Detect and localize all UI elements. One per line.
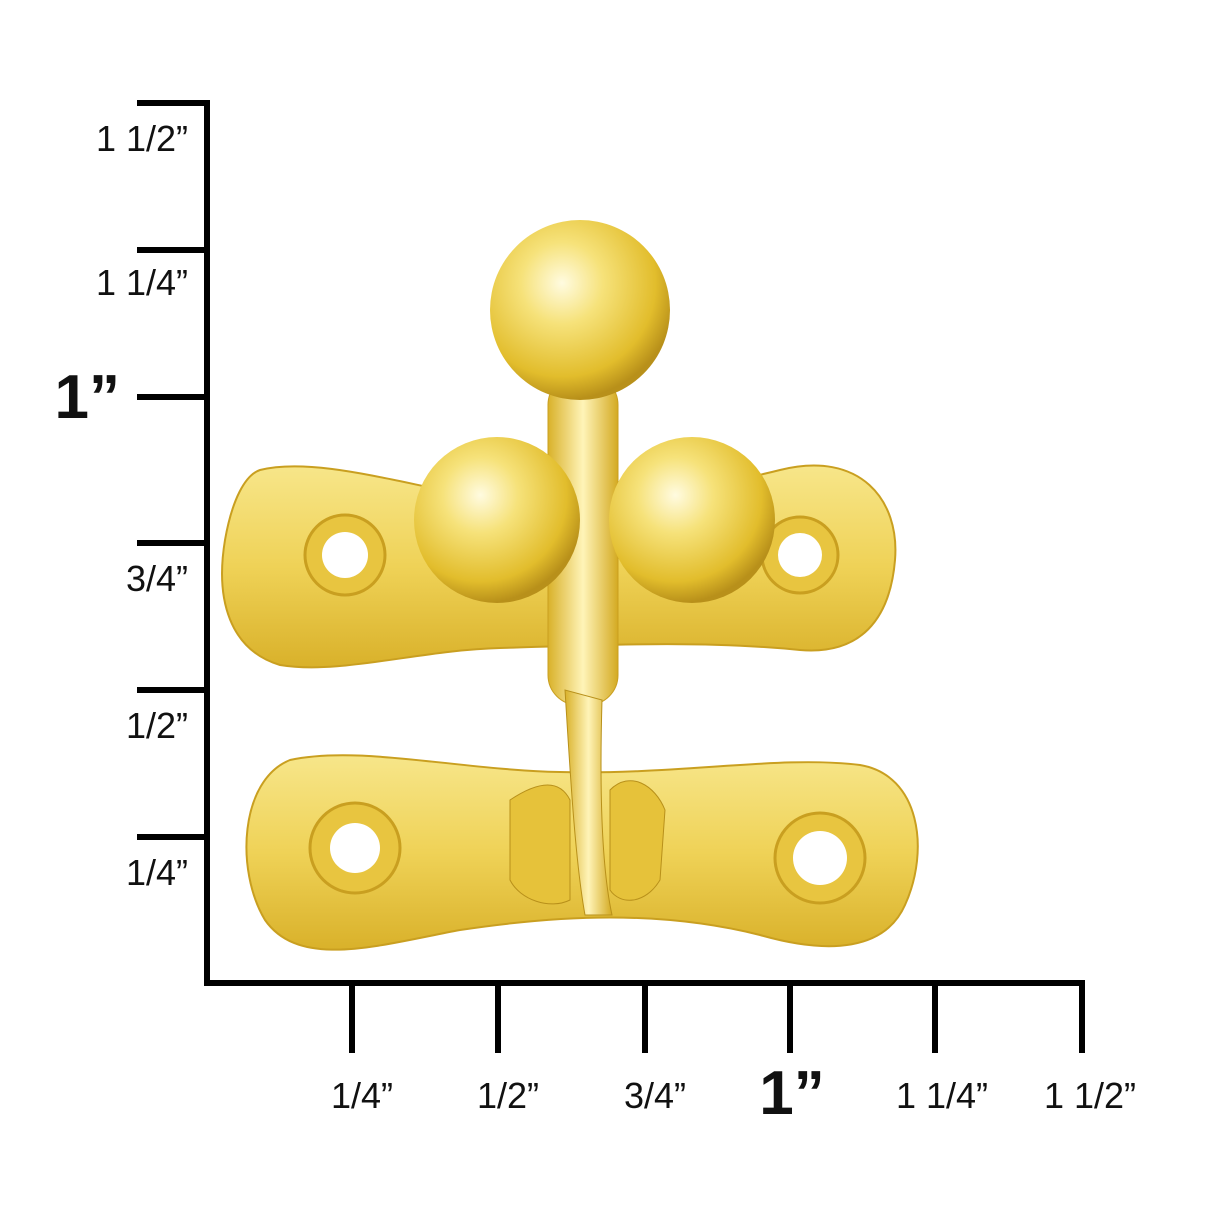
h-label: 1 1/4” xyxy=(895,1075,989,1116)
hook-arm xyxy=(547,359,619,916)
h-label: 1/4” xyxy=(330,1075,394,1116)
top-knob xyxy=(490,220,670,400)
v-label: 1/4” xyxy=(125,852,188,893)
h-label: 1/2” xyxy=(476,1075,540,1116)
screw-hole xyxy=(322,532,368,578)
h-label: 3/4” xyxy=(623,1075,687,1116)
screw-hole xyxy=(778,533,822,577)
ruler xyxy=(137,100,1085,1053)
v-label: 1/2” xyxy=(125,705,188,746)
right-knob xyxy=(609,437,775,603)
v-label: 1 1/2” xyxy=(95,118,188,159)
screw-hole xyxy=(793,831,847,885)
left-knob xyxy=(414,437,580,603)
ruler-axes xyxy=(137,100,1085,1053)
v-label: 1 1/4” xyxy=(95,262,188,303)
screw-hole xyxy=(330,823,380,873)
h-label: 1” xyxy=(759,1059,825,1128)
v-label: 1” xyxy=(54,363,120,432)
v-label: 3/4” xyxy=(125,558,188,599)
h-label: 1 1/2” xyxy=(1043,1075,1137,1116)
